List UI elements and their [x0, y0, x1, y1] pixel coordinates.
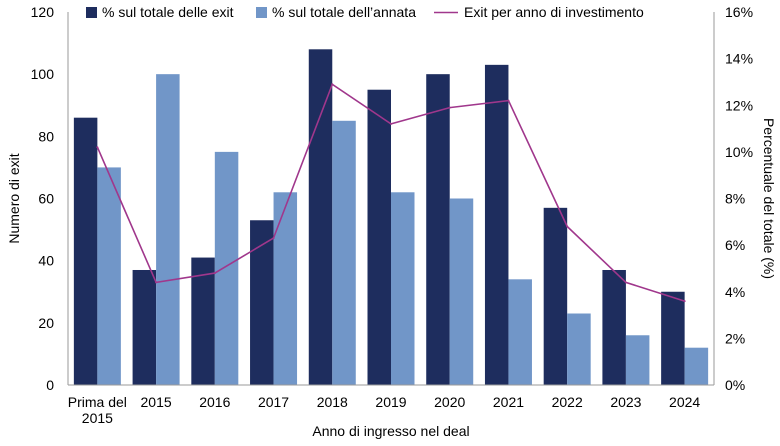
y-right-tick-label: 16% [725, 4, 753, 20]
bar-exit-share [602, 269, 626, 385]
y-right-tick-label: 12% [725, 97, 753, 113]
y-right-tick-label: 10% [725, 144, 753, 160]
x-tick-label: 2020 [434, 394, 465, 410]
bar-exit-share [367, 89, 391, 385]
y-left-tick-label: 80 [38, 128, 54, 144]
y-right-tick-label: 2% [725, 330, 745, 346]
y-left-tick-label: 20 [38, 315, 54, 331]
bar-vintage-share [391, 192, 415, 385]
bar-exit-share [484, 64, 509, 385]
bar-vintage-share [449, 198, 474, 385]
line-point [272, 237, 275, 240]
bar-exit-share [426, 74, 450, 386]
bar-exit-share [661, 291, 685, 385]
y-right-tick-label: 0% [725, 377, 745, 393]
bar-vintage-share [97, 167, 121, 385]
line-point [96, 146, 99, 149]
y-right-axis-title: Percentuale del totale (%) [761, 118, 777, 279]
y-right-tick-label: 4% [725, 284, 745, 300]
y-left-tick-label: 120 [31, 4, 55, 20]
y-left-tick-label: 60 [38, 191, 54, 207]
legend-label: Exit per anno di investimento [464, 4, 644, 20]
bar-vintage-share [508, 279, 532, 385]
y-left-axis-title: Numero di exit [6, 153, 22, 243]
line-point [213, 272, 216, 275]
y-right-tick-label: 6% [725, 237, 745, 253]
line-point [448, 106, 451, 109]
x-axis-title: Anno di ingresso nel deal [312, 423, 469, 439]
legend-label: % sul totale dell’annata [272, 4, 416, 20]
legend-swatch [86, 7, 97, 18]
bar-exit-share [191, 257, 215, 385]
x-tick-label: 2018 [317, 394, 348, 410]
bar-vintage-share [273, 192, 298, 385]
y-right-tick-label: 8% [725, 191, 745, 207]
legend-label: % sul totale delle exit [102, 4, 234, 20]
bar-vintage-share [156, 74, 180, 386]
legend-swatch [256, 7, 267, 18]
bar-exit-share [543, 207, 568, 385]
line-point [331, 83, 334, 86]
y-left-tick-label: 100 [31, 66, 55, 82]
y-left-tick-label: 0 [46, 377, 54, 393]
line-point [624, 281, 627, 284]
x-tick-label: 2021 [493, 394, 524, 410]
x-tick-label: Prima del [68, 394, 127, 410]
line-point [390, 122, 392, 125]
line-point [683, 300, 686, 303]
x-tick-label: 2019 [375, 394, 406, 410]
x-tick-label: 2024 [669, 394, 700, 410]
bar-vintage-share [567, 313, 591, 385]
bar-vintage-share [214, 151, 239, 385]
bar-vintage-share [332, 120, 356, 386]
x-tick-label: 2015 [82, 410, 113, 426]
y-left-tick-label: 40 [38, 253, 54, 269]
x-tick-label: 2022 [552, 394, 583, 410]
y-right-tick-label: 14% [725, 51, 753, 67]
x-tick-label: 2015 [141, 394, 172, 410]
line-point [507, 99, 510, 102]
line-point [155, 281, 158, 284]
x-tick-label: 2023 [610, 394, 641, 410]
bar-vintage-share [625, 335, 650, 385]
x-tick-label: 2016 [199, 394, 230, 410]
line-point [566, 225, 569, 228]
bar-exit-share [250, 220, 274, 385]
bar-exit-share [73, 117, 98, 385]
bar-vintage-share [684, 347, 709, 385]
bar-exit-share [132, 269, 157, 385]
bar-exit-share [308, 49, 333, 386]
x-tick-label: 2017 [258, 394, 289, 410]
